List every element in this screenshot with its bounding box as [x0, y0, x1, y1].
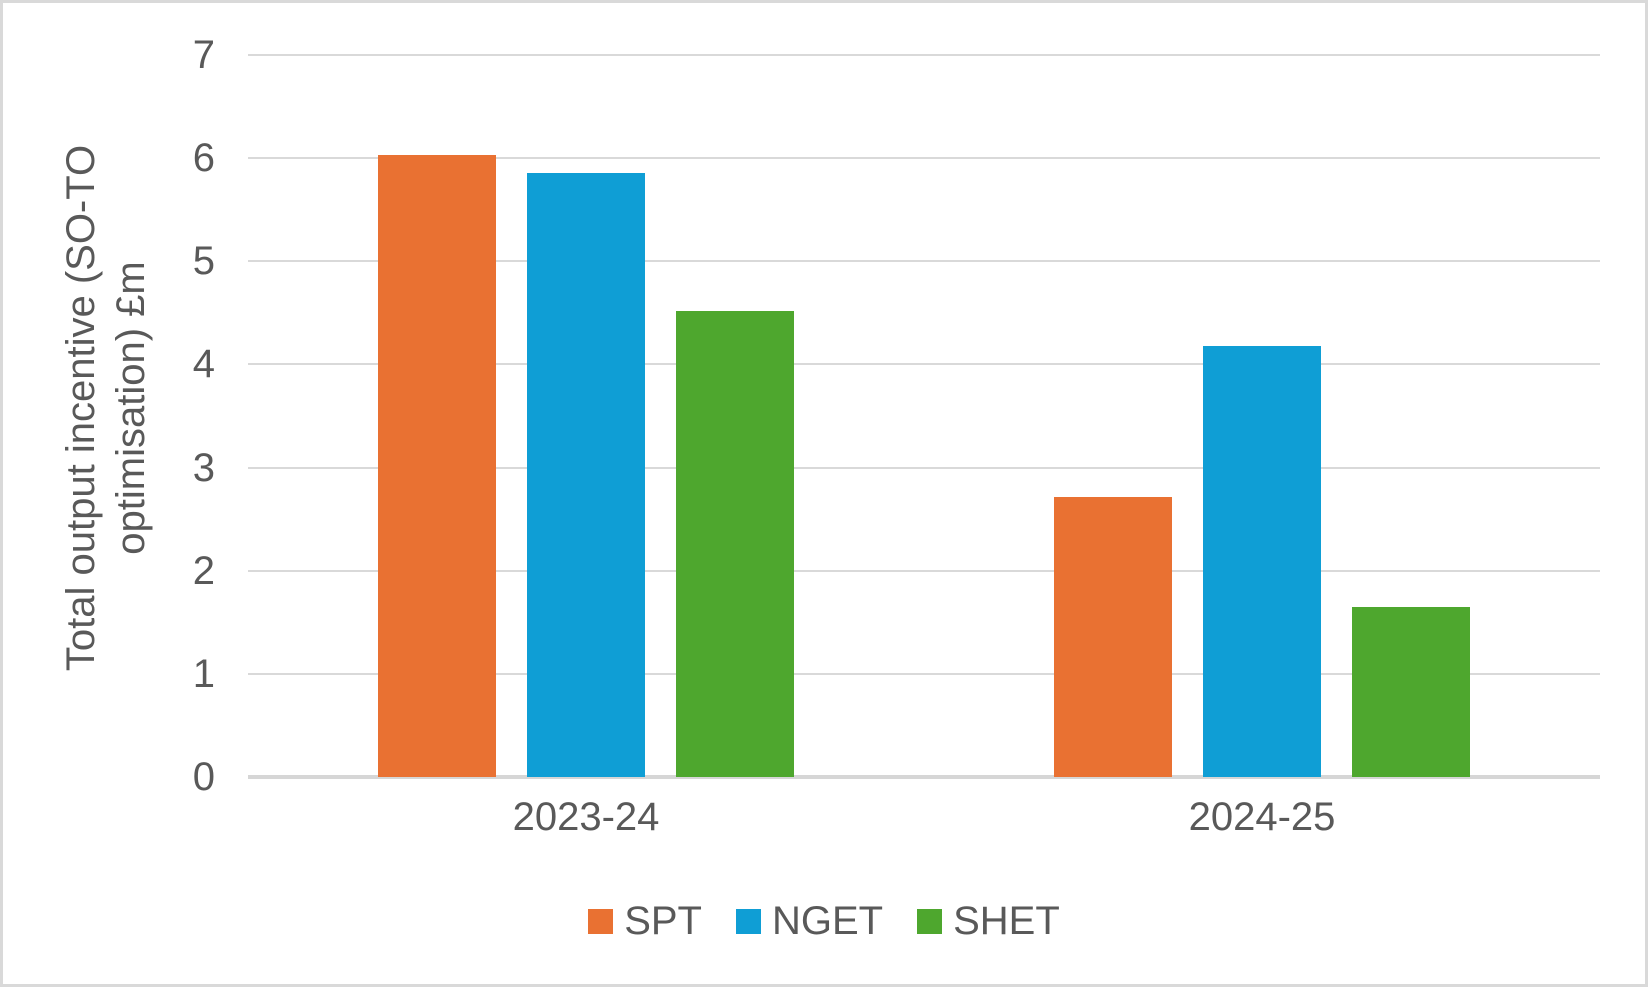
legend-label-NGET: NGET — [771, 899, 884, 943]
bar-NGET-2023-24 — [527, 172, 645, 777]
gridline-4 — [248, 363, 1600, 366]
y-tick-label-6: 6 — [192, 136, 215, 181]
bar-group-2023-24 — [378, 155, 794, 777]
y-tick-label-4: 4 — [192, 342, 215, 387]
x-axis-label-2024-25: 2024-25 — [1188, 795, 1336, 839]
legend-item-SPT: SPT — [588, 899, 702, 944]
y-tick-label-2: 2 — [192, 548, 215, 593]
gridline-5 — [248, 260, 1600, 263]
legend-item-NGET: NGET — [735, 899, 884, 944]
x-axis-labels: 2023-24 2024-25 — [248, 797, 1600, 845]
gridline-2 — [248, 569, 1600, 572]
legend-label-SHET: SHET — [953, 899, 1060, 943]
gridline-6 — [248, 157, 1600, 160]
y-axis-tick-labels: 0 1 2 3 4 5 6 7 — [133, 35, 215, 797]
gridline-1 — [248, 672, 1600, 675]
bar-SHET-2023-24 — [676, 310, 794, 777]
bar-SHET-2024-25 — [1352, 606, 1470, 777]
bar-SPT-2023-24 — [378, 155, 496, 777]
legend-label-SPT: SPT — [624, 899, 702, 943]
y-axis-title-line1: Total output incentive (SO-TO — [59, 144, 103, 672]
legend-swatch-SPT — [588, 909, 614, 934]
y-tick-label-7: 7 — [192, 33, 215, 77]
y-tick-label-5: 5 — [192, 239, 215, 284]
y-tick-label-1: 1 — [192, 651, 215, 696]
x-axis-label-2023-24: 2023-24 — [512, 795, 660, 839]
legend-swatch-SHET — [917, 909, 943, 934]
y-tick-label-0: 0 — [192, 755, 215, 799]
x-axis-line — [248, 775, 1600, 779]
legend-swatch-NGET — [735, 909, 761, 934]
legend-item-SHET: SHET — [917, 899, 1060, 944]
y-tick-label-3: 3 — [192, 445, 215, 490]
legend: SPT NGET SHET — [3, 899, 1645, 944]
gridline-3 — [248, 466, 1600, 469]
bar-SPT-2024-25 — [1054, 497, 1172, 777]
gridline-7 — [248, 54, 1600, 56]
plot-area — [248, 54, 1600, 779]
bar-NGET-2024-25 — [1203, 345, 1321, 777]
bar-group-2024-25 — [1054, 345, 1470, 777]
